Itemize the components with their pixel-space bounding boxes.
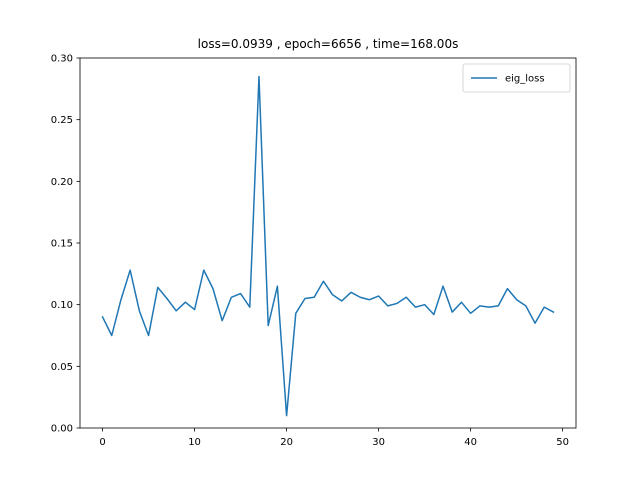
y-tick-label: 0.05 — [51, 362, 73, 373]
x-tick-label: 50 — [556, 437, 569, 448]
x-tick-label: 40 — [464, 437, 477, 448]
series-line-eig_loss — [101, 75, 555, 417]
y-tick-label: 0.15 — [51, 239, 73, 250]
y-tick-label: 0.30 — [51, 54, 73, 65]
y-tick-label: 0.10 — [51, 300, 73, 311]
y-tick-label: 0.20 — [51, 177, 73, 188]
chart-title: loss=0.0939 , epoch=6656 , time=168.00s — [198, 37, 459, 51]
y-tick-label: 0.25 — [51, 115, 73, 126]
plot-frame — [79, 57, 577, 429]
series-lines — [101, 75, 555, 417]
x-tick-label: 20 — [280, 437, 293, 448]
x-tick-label: 0 — [99, 437, 105, 448]
x-tick-label: 30 — [372, 437, 385, 448]
legend: eig_loss — [462, 63, 571, 93]
y-tick-label: 0.00 — [51, 424, 73, 435]
legend-label: eig_loss — [505, 74, 545, 85]
legend-box — [462, 63, 571, 93]
axes: 0 10 20 30 40 50 0.00 0.05 0.10 0.15 0.20 0.25 0.30 — [51, 54, 569, 449]
x-tick-label: 10 — [188, 437, 201, 448]
